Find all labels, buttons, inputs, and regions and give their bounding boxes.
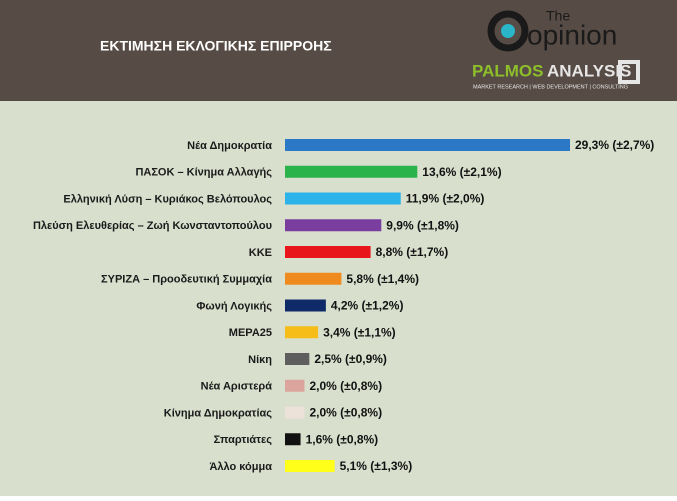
value-label: 1,6% (±0,8%) <box>306 432 379 446</box>
partner-b: ANALYSIS <box>547 61 631 80</box>
value-label: 3,4% (±1,1%) <box>323 325 396 339</box>
value-label: 2,5% (±0,9%) <box>314 352 387 366</box>
category-label: Φωνή Λογικής <box>196 300 272 312</box>
bar <box>285 219 382 232</box>
bar <box>285 326 319 339</box>
category-label: Άλλο κόμμα <box>209 461 272 473</box>
bar <box>285 406 305 419</box>
bar <box>285 433 301 446</box>
header-title: ΕΚΤΙΜΗΣΗ ΕΚΛΟΓΙΚΗΣ ΕΠΙΡΡΟΗΣ <box>100 38 332 54</box>
partner-a: PALMOS <box>472 61 543 80</box>
category-label: ΠΑΣΟΚ – Κίνημα Αλλαγής <box>135 167 272 179</box>
bar <box>285 272 342 285</box>
bar <box>285 299 326 312</box>
category-label: ΜΕΡΑ25 <box>229 327 272 339</box>
category-label: Σπαρτιάτες <box>214 434 273 446</box>
bar <box>285 353 310 365</box>
header-band <box>0 0 677 101</box>
category-label: Νέα Αριστερά <box>201 381 273 393</box>
bar <box>285 192 401 205</box>
value-label: 8,8% (±1,7%) <box>376 245 449 259</box>
value-label: 29,3% (±2,7%) <box>575 138 654 152</box>
logo-icon <box>487 10 529 52</box>
value-label: 4,2% (±1,2%) <box>331 299 404 313</box>
value-label: 2,0% (±0,8%) <box>309 406 382 420</box>
value-label: 2,0% (±0,8%) <box>309 379 382 393</box>
bar <box>285 379 305 392</box>
value-label: 5,1% (±1,3%) <box>340 459 413 473</box>
category-label: Κίνημα Δημοκρατίας <box>164 407 272 419</box>
logo-dot <box>501 24 515 38</box>
value-label: 9,9% (±1,8%) <box>386 218 459 232</box>
category-label: Νέα Δημοκρατία <box>187 140 272 152</box>
category-label: Νίκη <box>248 354 272 366</box>
bar <box>285 165 418 178</box>
partner-tagline: MARKET RESEARCH | WEB DEVELOPMENT | CONS… <box>473 84 628 90</box>
value-label: 5,8% (±1,4%) <box>346 272 419 286</box>
logo-small: The <box>546 8 570 24</box>
category-label: Ελληνική Λύση – Κυριάκος Βελόπουλος <box>63 193 272 205</box>
value-label: 13,6% (±2,1%) <box>422 165 501 179</box>
category-label: ΣΥΡΙΖΑ – Προοδευτική Συμμαχία <box>101 274 272 286</box>
category-label: ΚΚΕ <box>249 247 272 259</box>
logo-main: opinion <box>527 19 617 50</box>
bar <box>285 246 371 258</box>
partner-icon <box>618 60 640 84</box>
category-label: Πλεύση Ελευθερίας – Ζωή Κωνσταντοπούλου <box>33 220 272 232</box>
value-label: 11,9% (±2,0%) <box>406 192 485 206</box>
bar <box>285 460 335 472</box>
bar <box>285 139 570 151</box>
